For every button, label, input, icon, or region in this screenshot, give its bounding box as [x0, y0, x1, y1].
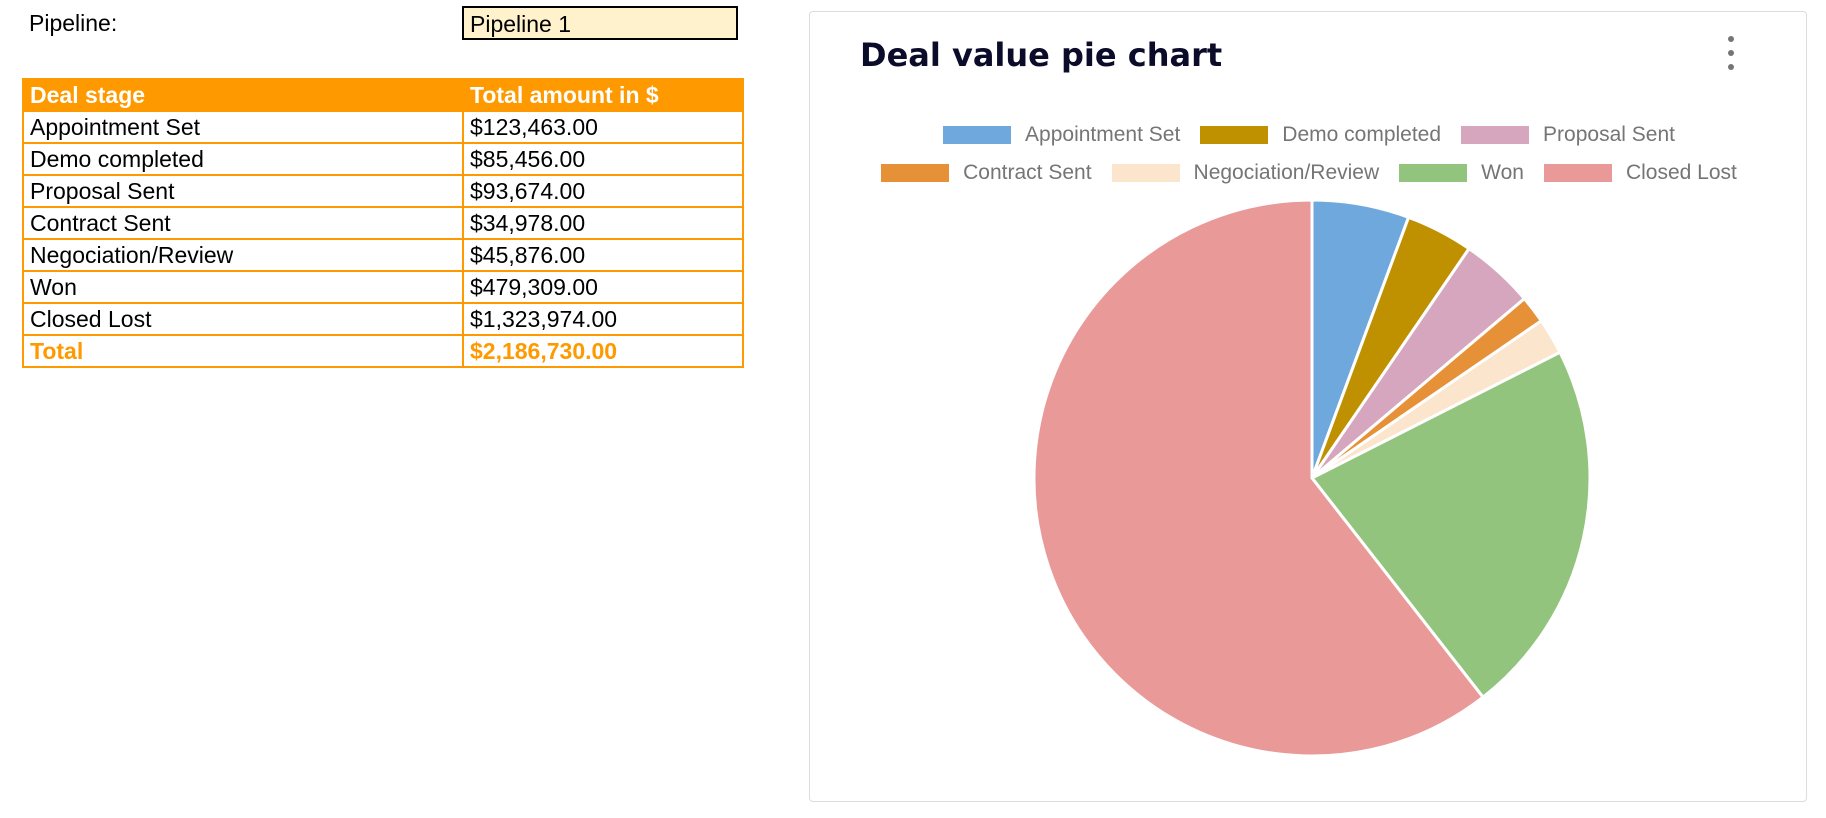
table-row: Contract Sent $34,978.00 [22, 206, 744, 240]
legend-row: Appointment Set Demo completed Proposal Se… [810, 116, 1808, 154]
legend-swatch [1111, 164, 1180, 182]
table-header-row: Deal stage Total amount in $ [22, 78, 744, 112]
table-cell-amount[interactable]: $1,323,974.00 [462, 302, 744, 336]
legend-label: Negociation/Review [1193, 161, 1380, 184]
legend-label: Appointment Set [1025, 123, 1181, 146]
header-deal-stage[interactable]: Deal stage [22, 78, 464, 112]
legend-swatch [1461, 126, 1530, 144]
chart-title: Deal value pie chart [860, 36, 1223, 74]
legend-swatch [1399, 164, 1468, 182]
legend-item[interactable]: Contract Sent [881, 161, 1092, 185]
table-row: Demo completed $85,456.00 [22, 142, 744, 176]
table-cell-amount[interactable]: $34,978.00 [462, 206, 744, 240]
legend-swatch [1543, 164, 1612, 182]
table-row: Proposal Sent $93,674.00 [22, 174, 744, 208]
total-label[interactable]: Total [22, 334, 464, 368]
legend-label: Proposal Sent [1543, 123, 1675, 146]
table-cell-stage[interactable]: Contract Sent [22, 206, 464, 240]
legend-label: Demo completed [1282, 123, 1442, 146]
chart-card: Deal value pie chart Appointment Set Demo… [809, 11, 1807, 802]
table-row: Negociation/Review $45,876.00 [22, 238, 744, 272]
legend-label: Won [1481, 161, 1524, 184]
table-row: Won $479,309.00 [22, 270, 744, 304]
table-cell-stage[interactable]: Proposal Sent [22, 174, 464, 208]
table-cell-stage[interactable]: Demo completed [22, 142, 464, 176]
more-vert-icon[interactable] [1724, 36, 1738, 76]
pie-chart [1032, 198, 1592, 758]
table-row: Closed Lost $1,323,974.00 [22, 302, 744, 336]
legend-item[interactable]: Appointment Set [943, 123, 1180, 147]
table-cell-stage[interactable]: Closed Lost [22, 302, 464, 336]
legend-item[interactable]: Demo completed [1200, 123, 1441, 147]
legend-swatch [881, 164, 950, 182]
total-amount[interactable]: $2,186,730.00 [462, 334, 744, 368]
table-row: Appointment Set $123,463.00 [22, 110, 744, 144]
legend-item[interactable]: Proposal Sent [1461, 123, 1675, 147]
legend-label: Contract Sent [963, 161, 1092, 184]
legend-item[interactable]: Negociation/Review [1111, 161, 1380, 185]
legend-item[interactable]: Won [1399, 161, 1524, 185]
pipeline-label: Pipeline: [29, 10, 118, 36]
table-cell-stage[interactable]: Won [22, 270, 464, 304]
pipeline-select-field[interactable]: Pipeline 1 [462, 6, 738, 40]
legend-row: Contract Sent Negociation/Review Won Closed… [810, 154, 1808, 192]
legend-label: Closed Lost [1625, 161, 1737, 184]
table-cell-amount[interactable]: $479,309.00 [462, 270, 744, 304]
table-cell-stage[interactable]: Negociation/Review [22, 238, 464, 272]
table-cell-amount[interactable]: $93,674.00 [462, 174, 744, 208]
legend-swatch [1200, 126, 1269, 144]
table-total-row: Total $2,186,730.00 [22, 334, 744, 368]
chart-legend: Appointment Set Demo completed Proposal Se… [810, 116, 1808, 192]
header-total-amount[interactable]: Total amount in $ [462, 78, 744, 112]
pie-slice[interactable] [1032, 198, 1486, 758]
pie-slice[interactable] [1309, 350, 1592, 700]
table-cell-amount[interactable]: $123,463.00 [462, 110, 744, 144]
table-cell-stage[interactable]: Appointment Set [22, 110, 464, 144]
legend-swatch [943, 126, 1012, 144]
deal-stage-table: Deal stage Total amount in $ Appointment… [22, 78, 744, 368]
legend-item[interactable]: Closed Lost [1543, 161, 1737, 185]
table-cell-amount[interactable]: $85,456.00 [462, 142, 744, 176]
table-cell-amount[interactable]: $45,876.00 [462, 238, 744, 272]
